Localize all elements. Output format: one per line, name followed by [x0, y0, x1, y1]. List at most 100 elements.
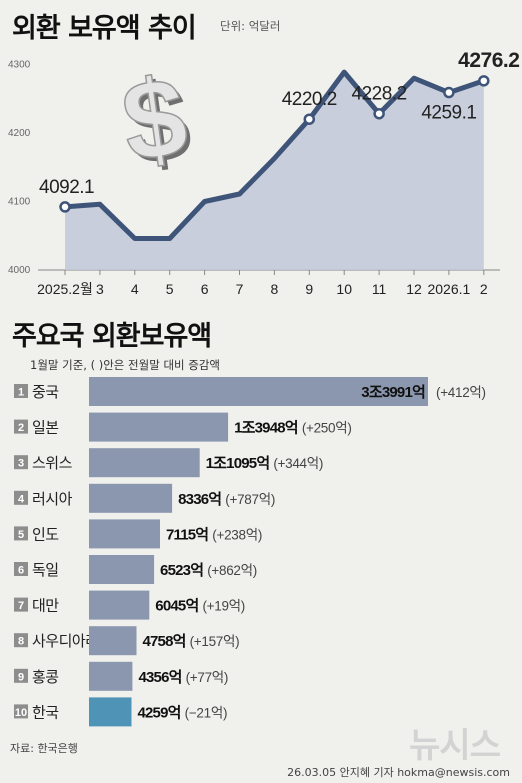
ranking-subtitle: 1월말 기준, ( )안은 전월말 대비 증감액 [30, 358, 220, 372]
bar-row: 9 홍콩 4356억 (+77억) [14, 661, 229, 691]
bar-row: 2 일본 1조3948억 (+250억) [14, 412, 352, 442]
x-tick-label: 6 [201, 281, 209, 297]
data-label: 4276.2 [458, 49, 519, 72]
x-tick-label: 2025.2월 [37, 281, 93, 297]
country-label: 스위스 [32, 455, 73, 472]
country-label: 인도 [32, 526, 59, 543]
change-label: (+157억) [190, 634, 240, 649]
series-line [62, 69, 487, 241]
value-label: 6523억 [160, 561, 203, 579]
bar-row: 6 독일 6523억 (+862억) [14, 555, 257, 584]
rank-badge [14, 455, 28, 470]
change-label: (+250억) [302, 421, 352, 436]
newsis-logo: 뉴시스 [409, 726, 501, 766]
line-area-chart: $ $ 4000 4100 4200 4300 2025.2월 3 4 5 6 7 8 9 10 11 12… [8, 49, 520, 297]
y-tick-label: 4000 [8, 265, 31, 276]
data-point [478, 75, 490, 87]
rank-number: 3 [18, 458, 24, 470]
change-label: (+238억) [212, 527, 262, 542]
bar-row: 3 스위스 1조1095억 (+344억) [14, 448, 323, 478]
x-tick-label: 11 [372, 281, 387, 297]
rank-number: 9 [18, 671, 24, 683]
chart-title: 외환 보유액 추이 [12, 13, 197, 44]
country-label: 홍콩 [32, 668, 59, 686]
bar-row: 5 인도 7115억 (+238억) [14, 519, 262, 549]
rank-number: 2 [18, 422, 24, 434]
country-label: 중국 [32, 384, 59, 401]
data-point [373, 107, 385, 120]
rank-badge [14, 526, 28, 541]
value-label: 1조1095억 [206, 454, 270, 472]
bar [89, 555, 155, 584]
rank-badge [14, 668, 28, 683]
x-tick-label: 12 [406, 281, 422, 297]
bar [89, 697, 132, 727]
bar-row: 10 한국 4259억 (−21억) [14, 697, 228, 727]
country-label: 대만 [32, 598, 59, 615]
area-fill [65, 72, 484, 270]
bar-row: 8 사우디아라비아 4758억 (+157억) [14, 626, 240, 656]
data-label: 4228.2 [352, 84, 407, 105]
ranking-title: 주요국 외환보유액 [12, 321, 212, 352]
x-tick-label: 8 [271, 281, 279, 297]
change-label: (+787억) [225, 492, 275, 507]
rank-number: 5 [18, 529, 24, 541]
value-label: 4259억 [137, 703, 180, 721]
y-tick-label: 4100 [8, 197, 31, 208]
data-label: 4259.1 [421, 103, 476, 124]
x-tick-label: 2026.1 [427, 281, 470, 297]
unit-label: 단위: 억달러 [220, 19, 281, 33]
bar [89, 661, 133, 691]
change-label: (+19억) [202, 599, 245, 614]
y-tick-label: 4200 [8, 128, 31, 139]
rank-badge [14, 633, 28, 648]
bar-chart: 1 중국 3조3991억 (+412억) 2 일본 1조3948억 (+250억) 3 스위스 1조… [14, 377, 486, 727]
rank-number: 10 [15, 707, 27, 719]
rank-badge [14, 384, 28, 398]
rank-badge [14, 562, 28, 576]
x-tick-label: 5 [166, 281, 174, 297]
rank-number: 4 [18, 493, 25, 505]
x-tick-label: 2 [480, 281, 488, 297]
x-tick-label: 9 [305, 281, 313, 297]
bar [89, 377, 428, 406]
x-tick-label: 3 [96, 281, 104, 297]
bar [89, 519, 160, 549]
change-label: (+412억) [436, 385, 486, 400]
value-label: 1조3948억 [234, 419, 298, 437]
bar [89, 483, 173, 513]
country-label: 러시아 [32, 491, 73, 508]
bar [89, 412, 229, 442]
bar [89, 590, 150, 620]
rank-number: 7 [18, 600, 24, 612]
rank-badge [14, 419, 28, 434]
value-label: 4356억 [138, 668, 181, 686]
dollar-sign-icon: $ $ [114, 52, 198, 189]
bar [89, 448, 200, 478]
value-label: 3조3991억 [361, 383, 425, 401]
value-label: 6045억 [155, 597, 198, 615]
rank-badge [14, 597, 28, 612]
rank-number: 6 [18, 565, 24, 577]
country-label: 독일 [32, 562, 59, 579]
y-tick-label: 4300 [8, 60, 31, 71]
bar [89, 626, 137, 656]
bar-row: 7 대만 6045억 (+19억) [14, 590, 245, 620]
source-note: 자료: 한국은행 [10, 742, 78, 755]
country-label: 한국 [32, 704, 59, 721]
data-point [59, 201, 71, 213]
rank-badge [14, 490, 28, 505]
rank-badge [14, 704, 28, 719]
x-tick-label: 10 [336, 281, 352, 297]
value-label: 8336억 [178, 490, 221, 508]
change-label: (+77억) [186, 670, 229, 685]
change-label: (+862억) [207, 563, 257, 578]
data-point [303, 113, 316, 125]
bar-row: 1 중국 3조3991억 (+412억) [14, 377, 486, 406]
value-label: 7115억 [166, 525, 208, 543]
x-tick-label: 4 [131, 281, 139, 297]
x-tick-label: 7 [236, 281, 244, 297]
change-label: (−21억) [185, 705, 228, 720]
byline: 26.03.05 안지혜 기자 hokma@newsis.com [287, 766, 510, 779]
rank-number: 1 [18, 387, 24, 399]
